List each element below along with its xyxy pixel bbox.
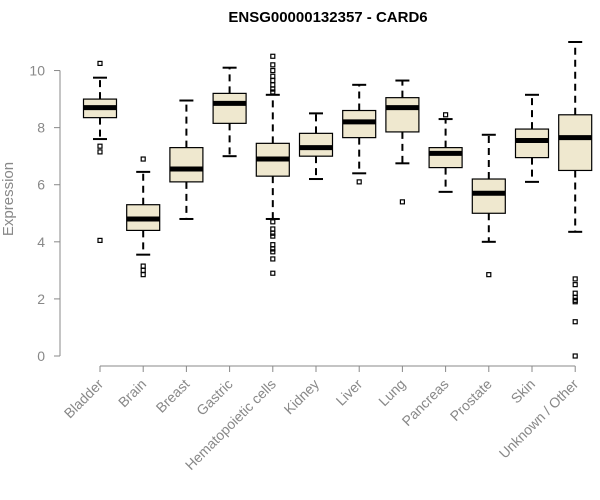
box-iqr xyxy=(298,132,334,157)
outlier-point xyxy=(140,156,146,162)
outlier-point xyxy=(270,219,276,225)
box-iqr xyxy=(514,128,550,159)
x-tick-label: Bladder xyxy=(61,376,107,422)
outlier-point xyxy=(486,272,492,278)
x-tick-label: Pancreas xyxy=(399,376,452,429)
outlier-point xyxy=(97,149,103,155)
x-tick-label: Brain xyxy=(115,376,149,410)
box-hematopoietic-cells xyxy=(255,53,290,276)
outlier-point xyxy=(270,256,276,262)
box-breast xyxy=(169,99,204,220)
outlier-point xyxy=(270,249,276,255)
outlier-point xyxy=(572,319,578,325)
outlier-point xyxy=(270,233,276,239)
outlier-point xyxy=(356,179,362,185)
outlier-point xyxy=(399,199,405,205)
outlier-point xyxy=(270,86,276,92)
box-iqr xyxy=(169,147,204,183)
x-tick-label: Liver xyxy=(333,376,366,409)
y-tick-label: 0 xyxy=(37,348,45,364)
outlier-point xyxy=(572,276,578,282)
outlier-point xyxy=(140,272,146,278)
x-tick-label: Breast xyxy=(153,376,193,416)
outlier-point xyxy=(270,246,276,252)
box-brain xyxy=(126,156,161,278)
outlier-point xyxy=(97,60,103,67)
box-lung xyxy=(385,79,420,205)
axes: 0 2 4 6 8 10 xyxy=(29,63,576,372)
outlier-point xyxy=(270,89,276,95)
box-iqr xyxy=(385,97,420,133)
outlier-point xyxy=(572,299,578,305)
box-unknown-other xyxy=(558,41,593,359)
outlier-point xyxy=(270,82,276,88)
box-kidney xyxy=(298,112,334,181)
outlier-point xyxy=(97,143,103,149)
box-skin xyxy=(514,93,550,183)
outlier-point xyxy=(270,226,276,232)
outlier-point xyxy=(270,230,276,236)
outlier-point xyxy=(270,62,276,68)
y-tick-label: 10 xyxy=(29,63,45,79)
outlier-point xyxy=(140,263,146,269)
box-gastric xyxy=(212,66,247,158)
y-axis-label: Expression xyxy=(0,162,17,236)
outlier-point xyxy=(97,237,103,243)
box-iqr xyxy=(428,147,463,169)
y-tick-label: 6 xyxy=(37,177,45,193)
x-tick-label: Prostate xyxy=(447,376,495,424)
y-tick-label: 8 xyxy=(37,120,45,136)
outlier-point xyxy=(270,73,276,79)
outlier-point xyxy=(443,112,449,118)
outlier-point xyxy=(270,77,276,84)
outlier-point xyxy=(270,67,276,74)
x-tick-label: Skin xyxy=(508,376,539,407)
outlier-point xyxy=(270,242,276,248)
outlier-point xyxy=(270,53,276,59)
box-iqr xyxy=(212,92,247,124)
y-tick-label: 4 xyxy=(37,234,45,250)
chart-title: ENSG00000132357 - CARD6 xyxy=(228,9,427,26)
outlier-point xyxy=(270,270,276,276)
x-tick-label: Lung xyxy=(375,376,408,409)
box-liver xyxy=(342,83,377,185)
y-tick-label: 2 xyxy=(37,291,45,307)
box-prostate xyxy=(471,133,506,278)
box-pancreas xyxy=(428,112,463,193)
x-tick-label: Gastric xyxy=(193,376,236,419)
box-iqr xyxy=(471,178,506,214)
box-bladder xyxy=(82,60,118,243)
outlier-point xyxy=(572,290,578,296)
boxes-group xyxy=(82,41,593,359)
box-iqr xyxy=(558,114,593,172)
outlier-point xyxy=(572,353,578,359)
outlier-point xyxy=(572,282,578,288)
outlier-point xyxy=(140,267,146,273)
x-tick-label: Kidney xyxy=(281,376,323,418)
x-tick-label: Unknown / Other xyxy=(496,376,582,462)
